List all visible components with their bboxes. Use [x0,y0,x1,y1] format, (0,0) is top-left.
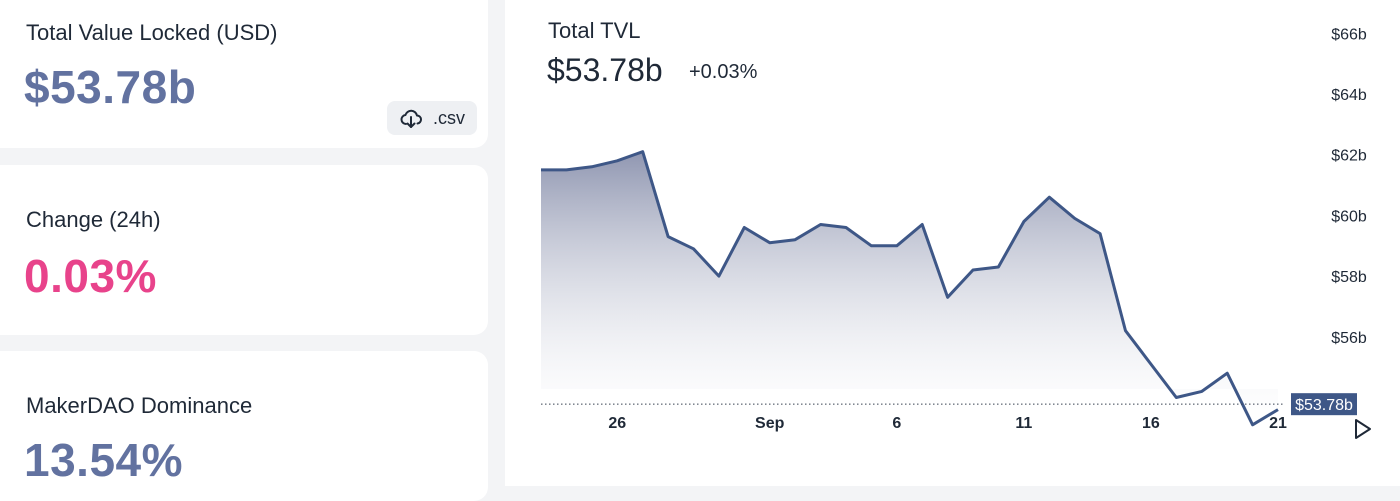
tvl-chart[interactable]: $56b $58b $60b $62b $64b $66b $53.78b 26 Sep 6 11 1… [505,0,1400,486]
y-tick-label: $60b [1331,208,1367,225]
tvl-label: Total Value Locked (USD) [26,20,278,45]
csv-button-label: .csv [432,107,465,128]
x-tick-label: 16 [1142,415,1160,432]
y-tick-label: $64b [1331,87,1367,104]
tvl-value: $53.78b [24,61,197,113]
change-label: Change (24h) [26,207,161,232]
change-value: 0.03% [24,250,157,302]
download-cloud-icon [400,109,422,128]
y-tick-label: $62b [1331,148,1367,165]
tvl-card: Total Value Locked (USD) $53.78b .csv [0,0,488,148]
tvl-area [541,151,1278,425]
dominance-card: MakerDAO Dominance 13.54% [0,351,488,501]
tvl-chart-card: $56b $58b $60b $62b $64b $66b $53.78b 26 Sep 6 11 1… [505,0,1400,486]
chart-value: $53.78b [547,52,663,88]
x-tick-label: Sep [755,415,785,432]
dominance-label: MakerDAO Dominance [26,393,253,418]
csv-download-button[interactable]: .csv [387,101,477,135]
x-tick-label: 26 [608,415,626,432]
dominance-value: 13.54% [24,434,184,486]
play-icon[interactable] [1353,418,1373,440]
current-value-tag-label: $53.78b [1295,397,1353,414]
chart-title: Total TVL [548,18,641,43]
current-value-tag [1291,393,1357,416]
y-tick-label: $56b [1331,330,1367,347]
y-tick-label: $58b [1331,269,1367,286]
x-tick-label: 21 [1269,415,1287,432]
chart-change: +0.03% [689,61,758,83]
change-card: Change (24h) 0.03% [0,165,488,335]
tvl-line [541,150,1279,427]
y-tick-label: $66b [1331,26,1367,43]
x-tick-label: 11 [1015,415,1032,432]
x-tick-label: 6 [892,415,901,432]
stats-column: Total Value Locked (USD) $53.78b .csv Ch… [0,0,488,501]
